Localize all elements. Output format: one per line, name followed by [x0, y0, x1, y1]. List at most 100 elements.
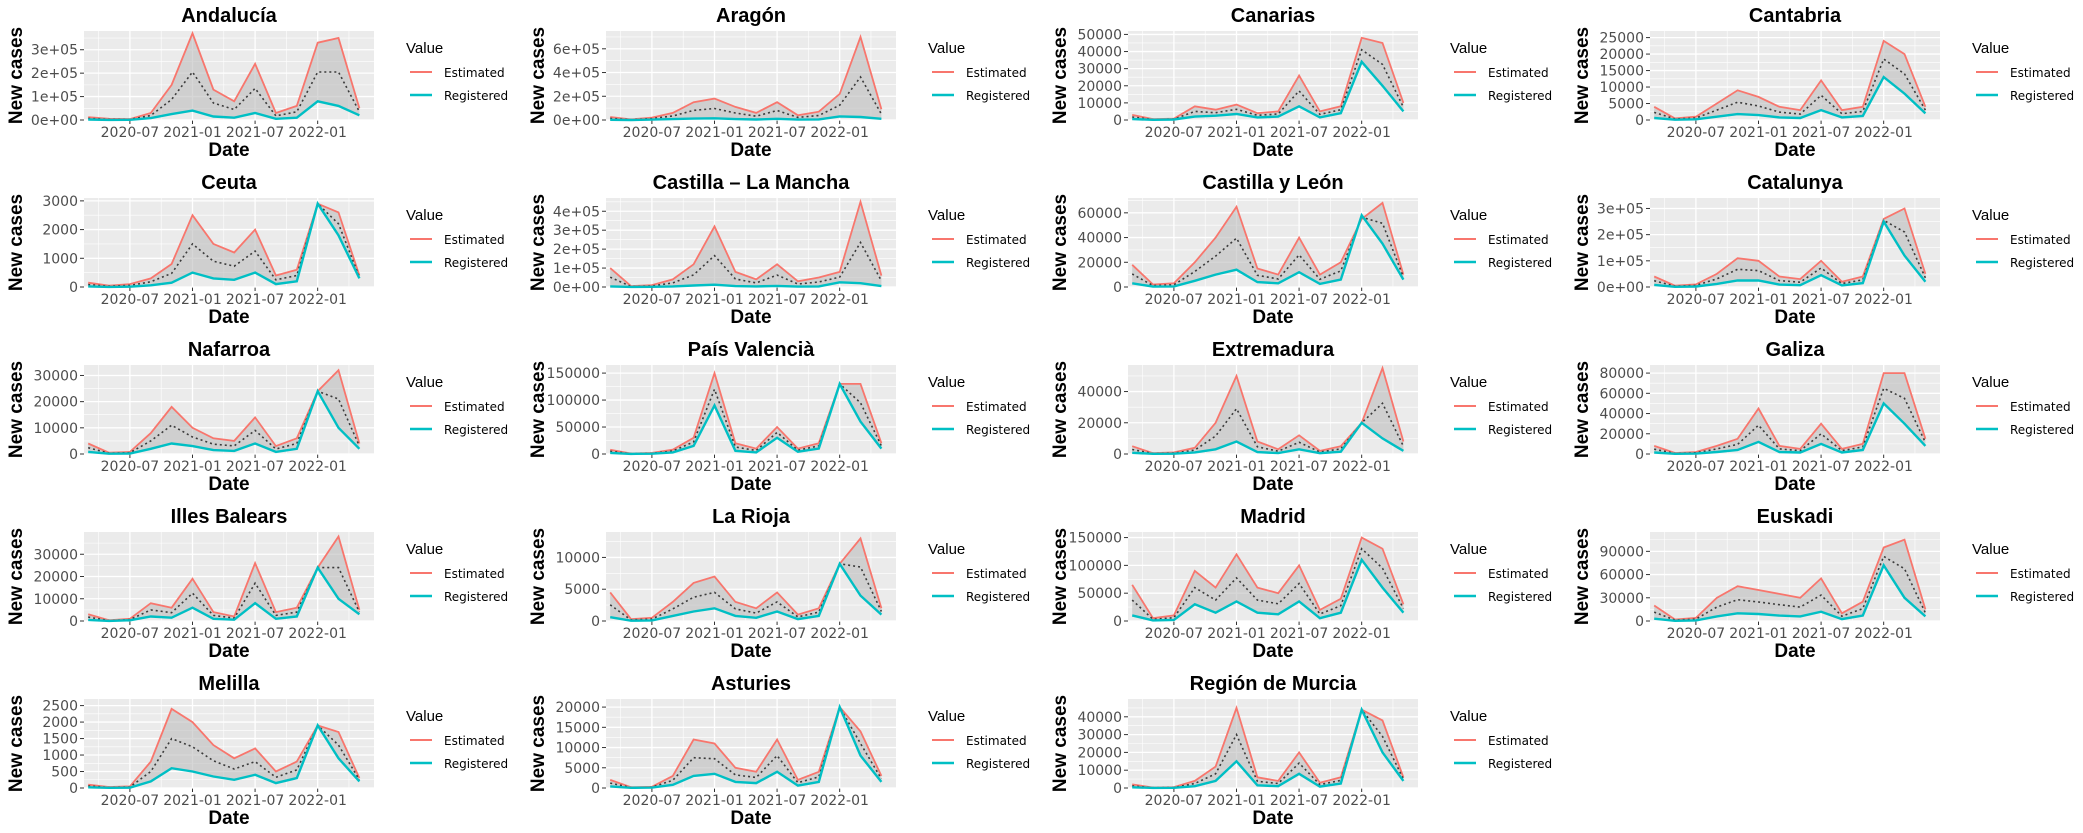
y-tick-label: 0e+00	[553, 280, 600, 296]
y-tick-label: 3000	[42, 194, 78, 210]
series-line-registered	[1654, 218, 1927, 289]
x-tick-label: 2021-07	[748, 626, 807, 642]
y-tick-label: 25000	[1599, 31, 1644, 47]
y-tick-label: 1e+05	[1597, 254, 1644, 270]
y-tick-label: 10000	[1077, 763, 1122, 779]
legend-label-estimated: Estimated	[1488, 66, 1549, 80]
y-tick-label: 20000	[1077, 745, 1122, 761]
facet-panel: Euskadi 2020-07 2021-01 2021-07 2022-01 0 3000…	[1572, 506, 2074, 662]
legend-label-registered: Registered	[1488, 423, 1552, 437]
panel-title: Galiza	[1766, 339, 1826, 361]
y-tick-label: 60000	[1599, 386, 1644, 402]
legend-title: Value	[1450, 541, 1487, 558]
y-tick-label: 1500	[42, 732, 78, 748]
y-tick-label: 4e+05	[553, 204, 600, 220]
legend-title: Value	[928, 541, 965, 558]
x-tick-label: 2021-01	[685, 626, 744, 642]
panel-background	[1650, 198, 1940, 287]
panel-title: Andalucía	[181, 5, 277, 27]
y-tick-label: 40000	[1077, 231, 1122, 247]
panel-title: Asturies	[711, 673, 791, 695]
y-tick-label: 5000	[1608, 97, 1644, 113]
x-tick-label: 2020-07	[101, 125, 160, 141]
x-axis-title: Date	[208, 140, 249, 161]
x-tick-label: 2021-07	[1792, 292, 1851, 308]
y-tick-label: 0	[1113, 447, 1122, 463]
legend-label-registered: Registered	[444, 256, 508, 270]
y-tick-label: 0	[591, 447, 600, 463]
y-tick-label: 1000	[42, 748, 78, 764]
panel-title: La Rioja	[712, 506, 791, 528]
series-line-estimated	[1653, 39, 1927, 120]
x-tick-label: 2022-01	[288, 626, 347, 642]
series-line-registered	[610, 380, 883, 456]
panel-background	[84, 365, 374, 454]
y-tick-label: 100000	[1069, 558, 1122, 574]
x-tick-label: 2021-07	[1270, 292, 1329, 308]
x-tick-label: 2020-07	[101, 793, 160, 809]
legend-title: Value	[928, 374, 965, 391]
panel-title: Madrid	[1240, 506, 1306, 528]
x-tick-label: 2020-07	[623, 459, 682, 475]
y-axis-title: New cases	[1572, 528, 1593, 625]
x-axis-title: Date	[730, 474, 771, 495]
legend-label-estimated: Estimated	[966, 233, 1027, 247]
x-tick-label: 2021-01	[1729, 459, 1788, 475]
series-line-registered	[610, 561, 883, 622]
y-tick-label: 5000	[564, 761, 600, 777]
x-tick-label: 2022-01	[1332, 125, 1391, 141]
legend-label-estimated: Estimated	[444, 66, 505, 80]
y-axis-title: New cases	[6, 695, 27, 792]
y-axis-title: New cases	[1572, 361, 1593, 458]
y-tick-label: 2e+05	[553, 89, 600, 105]
y-tick-label: 90000	[1599, 544, 1644, 560]
y-axis-title: New cases	[528, 361, 549, 458]
x-tick-label: 2022-01	[810, 626, 869, 642]
x-tick-label: 2022-01	[1854, 125, 1913, 141]
y-tick-label: 3e+05	[1597, 201, 1644, 217]
panel-title: Catalunya	[1747, 172, 1843, 194]
legend-title: Value	[1450, 40, 1487, 57]
series-line-registered	[88, 100, 360, 122]
legend-label-registered: Registered	[2010, 423, 2074, 437]
y-axis-title: New cases	[528, 528, 549, 625]
x-tick-label: 2021-07	[1792, 459, 1851, 475]
x-tick-label: 2022-01	[288, 793, 347, 809]
x-tick-label: 2020-07	[1667, 459, 1726, 475]
legend-label-registered: Registered	[966, 757, 1030, 771]
panel-title: Nafarroa	[188, 339, 271, 361]
x-tick-label: 2021-01	[1207, 292, 1266, 308]
legend-label-estimated: Estimated	[1488, 734, 1549, 748]
y-axis-title: New cases	[1050, 361, 1071, 458]
facet-panel: Galiza 2020-07 2021-01 2021-07 2022-01 0 20000…	[1572, 339, 2074, 495]
y-axis-title: New cases	[1050, 27, 1071, 124]
y-tick-label: 3e+05	[553, 223, 600, 239]
x-tick-label: 2021-07	[748, 292, 807, 308]
y-tick-label: 0	[1635, 447, 1644, 463]
y-axis-title: New cases	[6, 361, 27, 458]
series-line-registered	[1132, 59, 1405, 122]
y-tick-label: 2e+05	[1597, 228, 1644, 244]
facet-panel: Castilla y León 2020-07 2021-01 2021-07 2022…	[1050, 172, 1552, 328]
estimate-ribbon	[1132, 37, 1404, 120]
legend-label-estimated: Estimated	[444, 567, 505, 581]
facet-panel: Cantabria 2020-07 2021-01 2021-07 2022-01 050…	[1572, 5, 2074, 161]
x-axis-title: Date	[1774, 474, 1815, 495]
x-tick-label: 2021-07	[748, 125, 807, 141]
x-tick-label: 2021-07	[226, 125, 285, 141]
x-tick-label: 2022-01	[810, 125, 869, 141]
series-line-estimated	[1131, 536, 1405, 620]
x-tick-label: 2022-01	[1854, 292, 1913, 308]
series-line-registered	[610, 281, 882, 289]
y-tick-label: 2500	[42, 699, 78, 715]
legend-title: Value	[1450, 207, 1487, 224]
estimate-ribbon	[88, 33, 360, 120]
y-tick-label: 60000	[1077, 206, 1122, 222]
x-tick-label: 2021-07	[1270, 125, 1329, 141]
x-tick-label: 2020-07	[1145, 793, 1204, 809]
legend-label-estimated: Estimated	[2010, 233, 2071, 247]
y-tick-label: 1000	[42, 251, 78, 267]
x-tick-label: 2020-07	[623, 292, 682, 308]
